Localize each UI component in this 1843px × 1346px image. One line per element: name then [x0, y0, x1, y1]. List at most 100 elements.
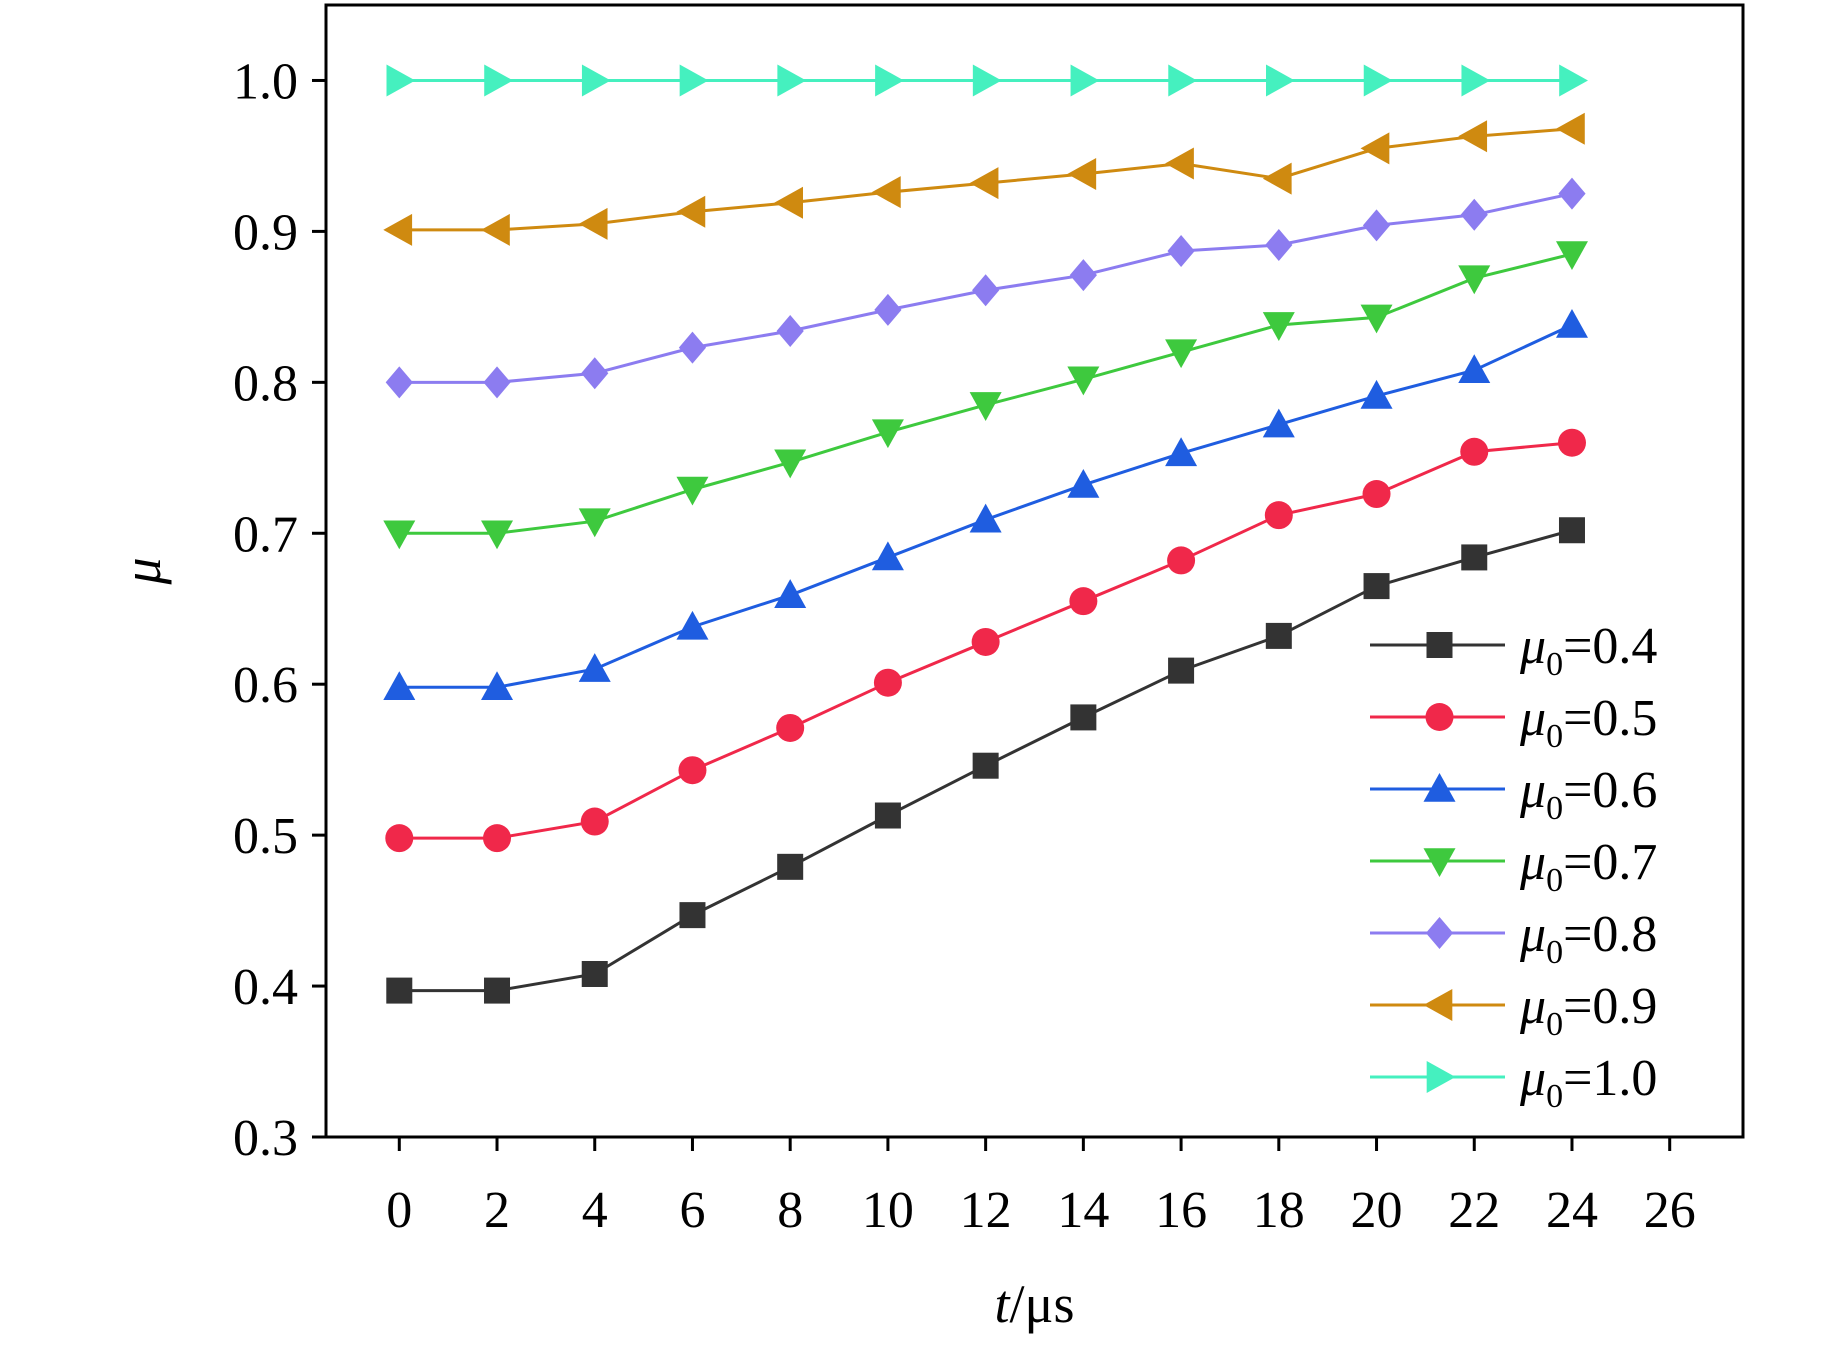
data-point	[578, 653, 611, 682]
series-4	[383, 241, 1588, 550]
x-tick-label: 22	[1448, 1182, 1500, 1239]
x-tick-label: 24	[1546, 1182, 1598, 1239]
legend-marker	[1426, 1061, 1456, 1093]
data-point	[1362, 480, 1391, 509]
legend-label-subscript: 0	[1546, 862, 1563, 899]
legend-label-value: =0.5	[1563, 690, 1657, 747]
x-tick-label: 14	[1057, 1182, 1109, 1239]
series-2	[385, 428, 1586, 853]
data-point	[678, 331, 707, 364]
legend-label-value: =0.7	[1563, 834, 1657, 891]
x-tick-label: 0	[386, 1182, 412, 1239]
data-point	[1067, 158, 1097, 191]
data-point	[481, 213, 510, 246]
data-point	[1461, 544, 1488, 571]
legend-label-symbol: μ	[1519, 690, 1546, 747]
data-point	[776, 315, 804, 348]
data-point	[679, 902, 706, 929]
y-tick-label: 0.3	[233, 1110, 298, 1167]
y-tick-label: 0.6	[233, 657, 298, 714]
legend-label: μ0=0.5	[1519, 690, 1657, 755]
data-point	[581, 357, 609, 390]
legend-label-subscript: 0	[1546, 646, 1563, 683]
data-point	[1069, 259, 1097, 292]
data-point	[1168, 64, 1198, 97]
data-point	[971, 627, 1000, 656]
x-tick-label: 6	[679, 1182, 705, 1239]
data-point	[1167, 235, 1195, 268]
legend-marker	[1423, 848, 1456, 877]
series-6	[383, 112, 1585, 246]
legend-label: μ0=0.7	[1519, 834, 1657, 899]
data-point	[386, 977, 413, 1004]
y-tick-label: 1.0	[233, 53, 298, 110]
data-point	[874, 293, 902, 326]
data-point	[1460, 198, 1488, 231]
legend-label-value: =0.9	[1563, 978, 1657, 1035]
x-tick-label: 10	[862, 1182, 914, 1239]
data-point	[1067, 366, 1100, 396]
legend-label-symbol: μ	[1519, 978, 1546, 1035]
data-point	[679, 64, 709, 97]
y-axis: 0.3 0.4 0.5 0.6 0.7 0.8 0.9 1.0	[233, 53, 326, 1167]
legend-marker	[1423, 773, 1456, 802]
x-tick-label: 4	[582, 1182, 608, 1239]
legend-label-symbol: μ	[1519, 618, 1546, 675]
data-point	[1363, 573, 1390, 600]
legend-label: μ0=0.8	[1519, 906, 1657, 971]
data-point	[481, 520, 514, 550]
data-point	[972, 752, 999, 779]
data-point	[1070, 64, 1100, 97]
legend-label-subscript: 0	[1546, 934, 1563, 971]
legend-label-symbol: μ	[1519, 762, 1546, 819]
data-point	[385, 366, 413, 399]
legend-marker	[1423, 989, 1453, 1021]
legend-label: μ0=1.0	[1519, 1050, 1657, 1115]
data-point	[581, 960, 608, 987]
x-axis: 0 2 4 6 8 10 12 14 16 18 20 22 24 26	[386, 1137, 1696, 1239]
data-point	[1360, 304, 1393, 334]
data-point	[581, 64, 611, 97]
legend-label: μ0=0.6	[1519, 762, 1657, 827]
data-point	[969, 503, 1002, 533]
data-point	[1360, 132, 1390, 165]
data-point	[1262, 408, 1295, 438]
data-point	[972, 274, 1000, 307]
series-7	[386, 64, 1588, 97]
data-point	[1555, 112, 1585, 145]
legend-marker	[1425, 703, 1454, 731]
x-tick-label: 18	[1253, 1182, 1305, 1239]
data-point	[676, 476, 709, 506]
legend-label-subscript: 0	[1546, 1078, 1563, 1115]
data-point	[1265, 622, 1292, 649]
legend-label-symbol: μ	[1519, 1050, 1546, 1107]
x-tick-label: 26	[1644, 1182, 1696, 1239]
plot-frame	[324, 3, 1745, 1139]
series-1	[386, 517, 1585, 1004]
legend-entry: μ0=0.4	[1370, 618, 1657, 683]
data-point	[875, 64, 904, 97]
data-point	[1458, 120, 1488, 153]
data-point	[1262, 312, 1295, 341]
data-point	[483, 366, 511, 399]
data-point	[483, 824, 512, 853]
data-point	[873, 668, 902, 697]
data-point	[1458, 265, 1491, 295]
data-point	[385, 824, 414, 853]
data-point	[777, 853, 804, 880]
legend-label-value: =0.8	[1563, 906, 1657, 963]
data-point	[871, 176, 901, 209]
data-point	[1555, 308, 1588, 338]
data-point	[1557, 428, 1586, 457]
legend-entry: μ0=1.0	[1370, 1050, 1657, 1115]
legend: μ0=0.4μ0=0.5μ0=0.6μ0=0.7μ0=0.8μ0=0.9μ0=1…	[1370, 618, 1657, 1115]
data-point	[1165, 437, 1198, 467]
x-tick-label: 12	[960, 1182, 1012, 1239]
y-tick-label: 0.4	[233, 959, 298, 1016]
data-point	[1360, 379, 1393, 409]
data-point	[383, 213, 413, 246]
legend-label-symbol: μ	[1519, 906, 1546, 963]
x-tick-label: 16	[1155, 1182, 1207, 1239]
data-point	[1168, 657, 1195, 684]
